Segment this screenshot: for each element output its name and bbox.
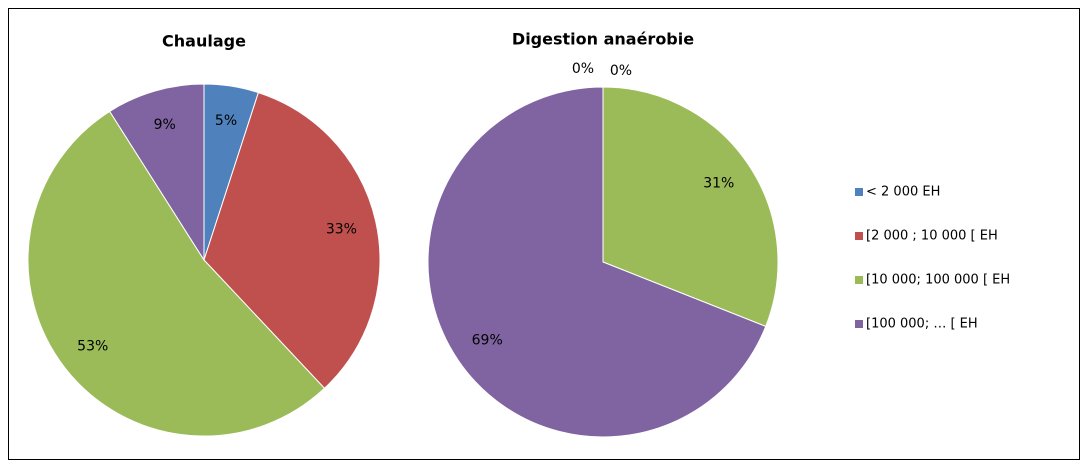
legend-label: < 2 000 EH bbox=[866, 185, 940, 200]
legend-swatch bbox=[855, 276, 863, 284]
pie-slice bbox=[27, 110, 326, 437]
pie-slice bbox=[602, 86, 779, 328]
data-label: 5% bbox=[215, 113, 237, 129]
data-label: 69% bbox=[472, 333, 503, 349]
data-label: 31% bbox=[703, 175, 734, 191]
pie-slice bbox=[203, 91, 381, 390]
legend-swatch bbox=[855, 232, 863, 240]
legend-label: [100 000; … [ EH bbox=[866, 317, 978, 332]
data-label: 0% bbox=[572, 61, 594, 77]
chart-title: Digestion anaérobie bbox=[512, 30, 694, 49]
legend-label: [10 000; 100 000 [ EH bbox=[866, 273, 1010, 288]
data-label: 0% bbox=[610, 63, 632, 79]
pie-slice bbox=[109, 83, 205, 262]
legend-swatch bbox=[855, 188, 863, 196]
pie-slice bbox=[427, 86, 767, 438]
data-label: 53% bbox=[77, 338, 108, 354]
data-label: 33% bbox=[326, 221, 357, 237]
legend-label: [2 000 ; 10 000 [ EH bbox=[866, 229, 998, 244]
data-label: 9% bbox=[154, 117, 176, 133]
chart-title: Chaulage bbox=[162, 32, 246, 51]
legend-swatch bbox=[855, 320, 863, 328]
